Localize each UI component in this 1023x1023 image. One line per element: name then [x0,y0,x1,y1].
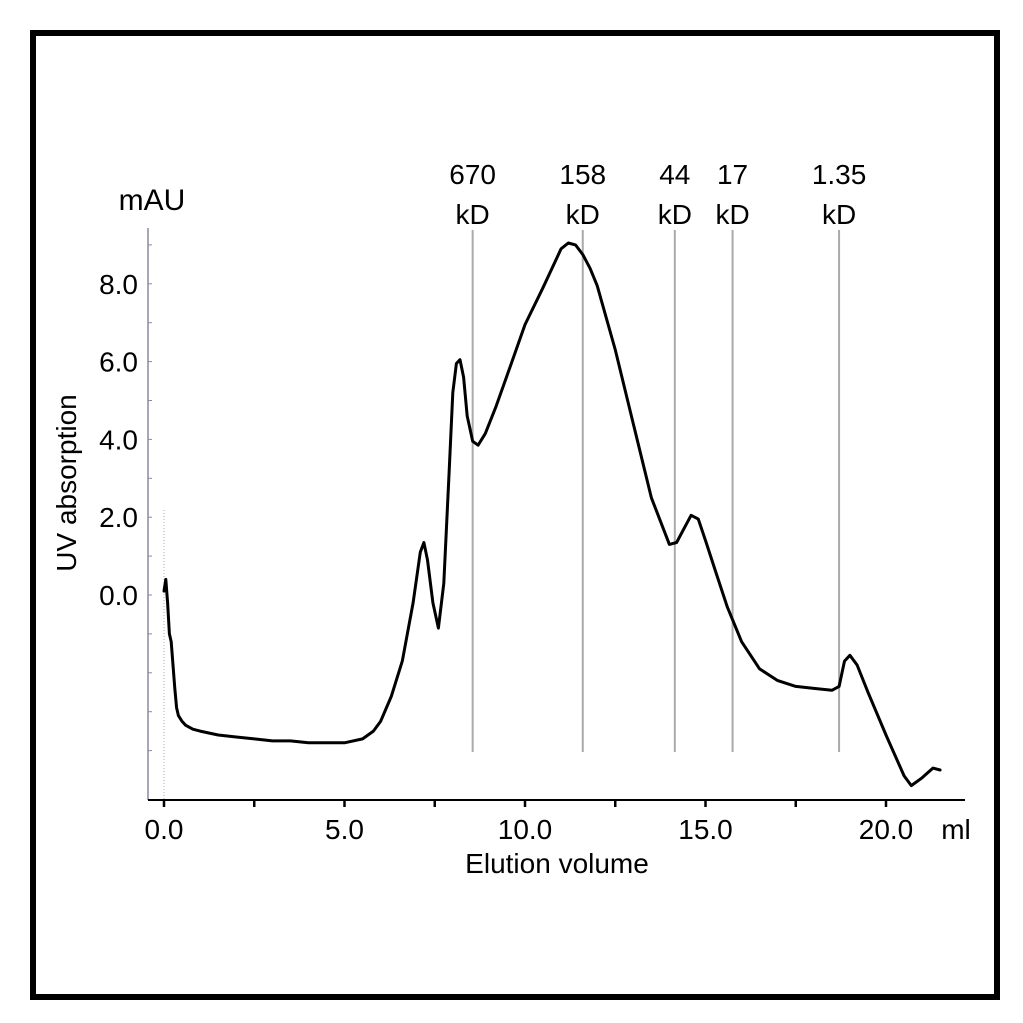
y-tick-label: 2.0 [99,502,138,533]
x-axis-title: Elution volume [465,848,649,879]
mw-marker-value: 17 [717,159,748,190]
mw-marker-unit: kD [456,199,490,230]
axis-ticks: 0.0 2.0 4.0 6.0 8.0 0.0 5.0 10.0 15.0 20.0 [99,244,914,845]
y-tick-label: 6.0 [99,347,138,378]
y-tick-label: 4.0 [99,424,138,455]
x-tick-label: 20.0 [859,814,914,845]
mw-marker-value: 44 [659,159,690,190]
x-tick-label: 15.0 [678,814,733,845]
mw-marker-value: 158 [559,159,606,190]
elution-trace [162,241,942,788]
x-tick-label: 10.0 [498,814,553,845]
figure-frame [30,30,1000,1000]
x-tick-label: 0.0 [145,814,184,845]
y-unit-label: mAU [119,184,186,217]
x-unit-label: ml [941,814,971,845]
mw-marker-unit: kD [715,199,749,230]
x-tick-label: 5.0 [325,814,364,845]
y-tick-label: 0.0 [99,580,138,611]
marker-lines: 670 kD 158 kD 44 kD 17 kD 1.35 kD [449,159,866,752]
chart-labels: mAU UV absorption Elution volume ml [51,184,971,879]
axes [147,228,965,801]
mw-marker-unit: kD [658,199,692,230]
mw-marker-value: 670 [449,159,496,190]
y-axis-title: UV absorption [51,394,82,571]
mw-marker-unit: kD [566,199,600,230]
mw-marker-unit: kD [822,199,856,230]
mw-marker-value: 1.35 [812,159,867,190]
y-tick-label: 8.0 [99,269,138,300]
